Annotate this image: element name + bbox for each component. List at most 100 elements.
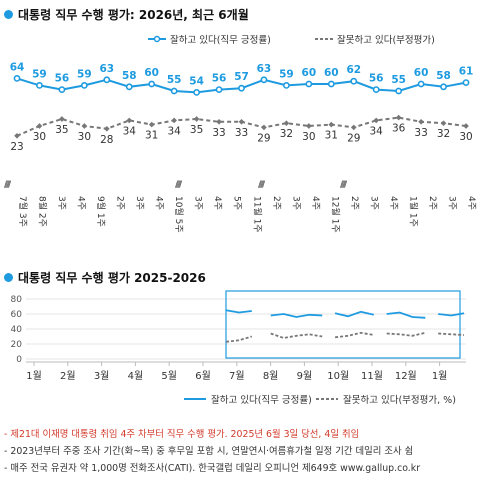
month-label: 11월	[361, 370, 383, 382]
svg-text://///: /////	[175, 180, 183, 190]
point-positive	[282, 82, 290, 89]
series-positive-line	[386, 311, 426, 319]
x-tick-label: 3주	[134, 196, 145, 210]
x-tick-label: 1월 1주	[407, 196, 419, 227]
data-label-positive: 63	[99, 63, 114, 75]
point-negative	[81, 123, 88, 129]
point-positive	[103, 76, 111, 84]
data-label-positive: 58	[122, 70, 137, 82]
data-label-negative: 35	[190, 124, 203, 136]
point-positive	[148, 80, 156, 88]
x-tick-label: 3주	[193, 196, 204, 210]
x-tick-label: 12월 1주	[329, 196, 341, 233]
point-negative	[171, 117, 177, 124]
x-tick-label: 4주	[212, 196, 223, 210]
series-negative-line	[386, 331, 426, 337]
data-label-positive: 55	[391, 74, 406, 86]
point-negative	[126, 117, 133, 124]
bottom-legend: 잘하고 있다(직무 긍정률) 잘못하고 있다(부정평가, %)	[184, 394, 456, 406]
footnote-2: - 2023년부터 주중 조사 기간(화~목) 중 후무일 포함 시, 연말연시…	[4, 446, 414, 457]
footnote-1: - 제21대 이재명 대통령 취임 4주 차부터 직무 수행 평가. 2025년…	[4, 429, 360, 440]
legend-positive-marker	[153, 35, 161, 43]
y-tick-label: 60	[11, 310, 23, 320]
data-label-negative: 31	[145, 130, 158, 142]
data-label-negative: 30	[78, 131, 91, 143]
point-positive	[58, 86, 66, 93]
point-negative	[261, 124, 267, 131]
point-positive	[170, 87, 178, 95]
point-positive	[13, 75, 21, 82]
axis-break-marks: ///// ///// ///// /////	[4, 180, 350, 190]
month-label: 8월	[263, 370, 279, 382]
point-positive	[327, 80, 335, 88]
data-label-negative: 33	[414, 127, 427, 139]
data-label-negative: 32	[280, 128, 293, 140]
point-negative	[350, 124, 357, 131]
series-positive-line	[438, 312, 465, 317]
top-chart-title-text: 대통령 직무 수행 평가: 2026년, 최근 6개월	[18, 8, 249, 22]
bullet-icon	[4, 10, 13, 19]
legend-positive-label: 잘하고 있다(직무 긍정률)	[170, 34, 271, 46]
x-tick-label: 3주	[368, 196, 379, 210]
month-label: 3월	[94, 370, 110, 382]
x-tick-label: 4주	[76, 196, 87, 210]
top-legend: 잘하고 있다(직무 긍정률) 잘못하고 있다(부정평가)	[148, 34, 435, 46]
point-positive	[440, 83, 447, 91]
y-tick-label: 20	[11, 340, 23, 350]
data-label-negative: 30	[459, 131, 472, 143]
point-positive	[36, 82, 43, 89]
series-negative-line	[438, 332, 465, 336]
month-label: 5월	[161, 370, 177, 382]
point-positive	[305, 80, 313, 88]
point-negative	[328, 121, 335, 128]
point-positive	[215, 86, 223, 93]
x-tick-label: 7월 3주	[17, 196, 29, 227]
point-positive	[193, 89, 200, 96]
data-label-positive: 60	[414, 67, 429, 79]
data-label-negative: 30	[33, 131, 46, 143]
x-tick-label: 4주	[310, 196, 321, 210]
footnote-3: - 매주 전국 유권자 약 1,000명 전화조사(CATI). 한국갤럽 데일…	[4, 463, 421, 474]
data-label-negative: 36	[392, 123, 406, 135]
month-label: 2월	[60, 370, 76, 382]
point-negative	[148, 121, 155, 128]
point-negative	[463, 123, 469, 129]
point-negative	[238, 118, 245, 125]
point-positive	[395, 87, 403, 95]
month-label: 1월	[432, 370, 448, 382]
month-label: 9월	[297, 370, 313, 382]
data-label-negative: 23	[10, 141, 23, 153]
bottom-chart-title-text: 대통령 직무 수행 평가 2025-2026	[18, 271, 206, 285]
point-negative	[36, 123, 43, 129]
data-label-negative: 33	[212, 127, 225, 139]
point-negative	[418, 118, 424, 125]
x-tick-label: 4주	[154, 196, 165, 210]
point-negative	[59, 116, 65, 122]
data-label-negative: 29	[257, 132, 270, 144]
point-negative	[440, 120, 447, 127]
point-negative	[103, 125, 110, 132]
data-label-positive: 56	[369, 73, 384, 85]
data-label-positive: 59	[279, 68, 294, 80]
top-chart-title: 대통령 직무 수행 평가: 2026년, 최근 6개월	[4, 6, 249, 23]
data-label-negative: 34	[167, 125, 181, 137]
data-label-negative: 35	[55, 124, 68, 136]
data-label-positive: 64	[10, 61, 25, 73]
series-negative-line	[225, 335, 253, 343]
x-tick-label: 3주	[56, 196, 67, 210]
x-tick-label: 2주	[349, 196, 360, 210]
point-positive	[80, 82, 88, 89]
series-positive-line	[334, 310, 375, 318]
data-label-positive: 60	[302, 67, 317, 79]
data-label-positive: 54	[189, 75, 204, 87]
data-label-positive: 55	[167, 74, 182, 86]
data-label-negative: 30	[302, 131, 315, 143]
point-positive	[372, 86, 380, 93]
month-label: 4월	[128, 370, 144, 382]
x-tick-label: 4주	[388, 196, 399, 210]
x-tick-label: 5주	[232, 196, 243, 210]
series-negative-line	[270, 332, 323, 339]
top-line-chart: 잘하고 있다(직무 긍정률) 잘못하고 있다(부정평가) 64 59 56 59 63 5…	[4, 34, 477, 233]
data-label-positive: 60	[144, 67, 159, 79]
